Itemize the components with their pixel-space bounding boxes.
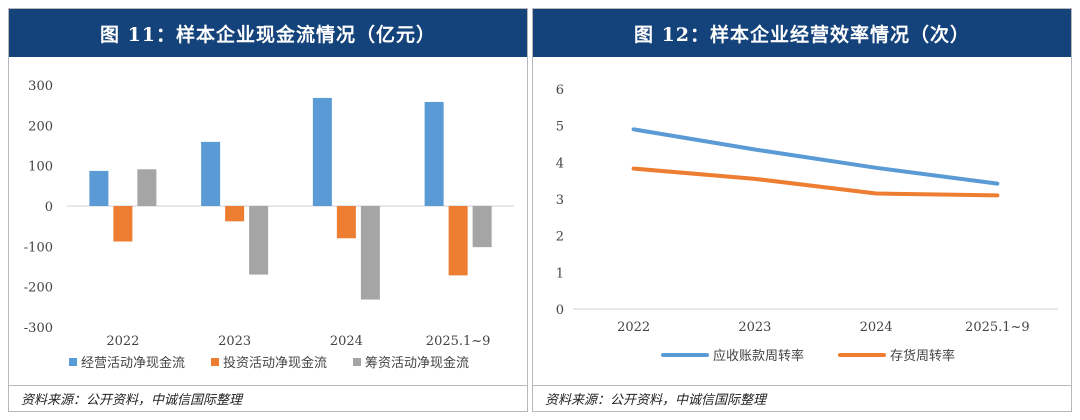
y-tick-label: 0 <box>45 200 53 215</box>
bar <box>113 206 133 242</box>
legend-swatch <box>211 358 219 366</box>
legend-label: 经营活动净现金流 <box>81 355 185 371</box>
legend-label: 存货周转率 <box>890 348 955 364</box>
bar <box>312 97 332 206</box>
cashflow-source-note: 资料来源：公开资料，中诚信国际整理 <box>9 385 527 411</box>
x-tick-label: 2024 <box>860 320 893 335</box>
y-tick-label: -100 <box>24 240 53 255</box>
efficiency-chart-title: 图 12：样本企业经营效率情况（次） <box>533 9 1071 57</box>
y-tick-label: 6 <box>556 83 564 98</box>
y-tick-label: -200 <box>24 281 53 296</box>
y-tick-label: 300 <box>28 79 53 94</box>
legend-label: 筹资活动净现金流 <box>365 355 469 371</box>
legend-swatch <box>353 358 361 366</box>
efficiency-chart: 6 5 4 3 2 1 0 2022 2023 2024 2025.1~9 应收账款周转率 存货周转率 <box>556 83 1058 364</box>
efficiency-source-note: 资料来源：公开资料，中诚信国际整理 <box>533 385 1071 411</box>
y-tick-label: 200 <box>28 119 53 134</box>
bar <box>336 206 356 239</box>
bar <box>201 141 221 206</box>
y-tick-label: 0 <box>556 303 564 318</box>
bar <box>448 206 468 276</box>
bar <box>89 170 109 206</box>
x-tick-label: 2025.1~9 <box>965 320 1030 335</box>
y-tick-label: 3 <box>556 193 564 208</box>
legend-label: 投资活动净现金流 <box>223 355 327 371</box>
bar <box>360 206 380 300</box>
y-tick-label: -300 <box>24 321 53 336</box>
bar <box>249 206 269 275</box>
series-line <box>631 127 1000 186</box>
y-tick-label: 1 <box>556 266 564 281</box>
series-line <box>631 166 1000 198</box>
y-tick-label: 5 <box>556 120 564 135</box>
x-tick-label: 2024 <box>330 334 363 349</box>
y-tick-label: 4 <box>556 156 564 171</box>
legend-label: 应收账款周转率 <box>713 348 804 364</box>
x-tick-label: 2023 <box>218 334 251 349</box>
cashflow-chart-panel: 图 11：样本企业现金流情况（亿元） 300 200 100 0 -100 -200 -30… <box>8 8 528 412</box>
y-tick-label: 2 <box>556 230 564 245</box>
bar <box>424 101 444 206</box>
efficiency-chart-panel: 图 12：样本企业经营效率情况（次） 6 5 4 3 2 1 0 2022 2023 2024 20… <box>532 8 1072 412</box>
x-tick-label: 2022 <box>106 334 139 349</box>
y-tick-label: 100 <box>28 160 53 175</box>
cashflow-chart-title: 图 11：样本企业现金流情况（亿元） <box>9 9 527 57</box>
bar <box>225 206 245 222</box>
x-tick-label: 2025.1~9 <box>426 334 491 349</box>
legend-swatch <box>69 358 77 366</box>
bar <box>137 169 157 206</box>
cashflow-chart: 300 200 100 0 -100 -200 -300 2022 2023 2024 2025.1… <box>24 79 514 371</box>
x-tick-label: 2023 <box>738 320 771 335</box>
x-tick-label: 2022 <box>617 320 650 335</box>
bar <box>472 206 492 248</box>
